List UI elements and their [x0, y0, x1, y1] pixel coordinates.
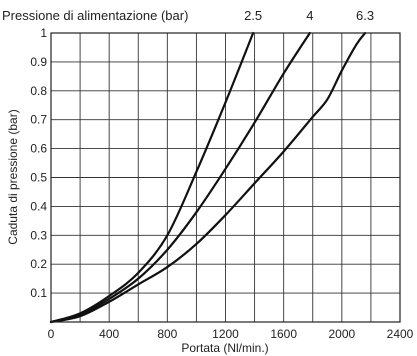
x-tick-label: 800 — [157, 327, 177, 341]
y-tick-label: 0.7 — [30, 113, 47, 127]
x-tick-label: 1200 — [212, 327, 239, 341]
x-tick-label: 400 — [99, 327, 119, 341]
series-lines — [49, 31, 367, 324]
series-label-4: 4 — [306, 8, 313, 23]
grid — [51, 33, 400, 322]
y-tick-label: 0.6 — [30, 142, 47, 156]
y-tick-label: 0.4 — [30, 199, 47, 213]
chart-title: Pressione di alimentazione (bar) — [2, 8, 188, 23]
y-tick-label: 0.3 — [30, 228, 47, 242]
series-line-6.3 — [49, 31, 367, 324]
y-tick-label: 0.5 — [30, 171, 47, 185]
y-tick-label: 0.9 — [30, 55, 47, 69]
y-tick-label: 1 — [40, 26, 47, 40]
y-tick-label: 0.2 — [30, 257, 47, 271]
x-tick-label: 2400 — [387, 327, 414, 341]
series-line-4 — [49, 31, 311, 324]
series-label-6.3: 6.3 — [356, 8, 374, 23]
x-tick-label: 0 — [48, 327, 55, 341]
y-tick-label: 0.8 — [30, 84, 47, 98]
y-axis-label: Caduta di pressione (bar) — [6, 109, 20, 244]
series-labels: 2.5 4 6.3 — [244, 8, 374, 23]
x-axis-label: Portata (Nl/min.) — [181, 341, 268, 355]
plot-frame — [50, 32, 401, 323]
x-tick-label: 2000 — [328, 327, 355, 341]
x-tick-labels: 0 400 800 1200 1600 2000 2400 — [48, 327, 414, 341]
series-label-2.5: 2.5 — [244, 8, 262, 23]
series-line-2.5 — [49, 31, 255, 324]
x-tick-label: 1600 — [270, 327, 297, 341]
y-tick-label: 0.1 — [30, 286, 47, 300]
y-tick-labels: 0.1 0.2 0.3 0.4 0.5 0.6 0.7 0.8 0.9 1 — [30, 26, 47, 300]
